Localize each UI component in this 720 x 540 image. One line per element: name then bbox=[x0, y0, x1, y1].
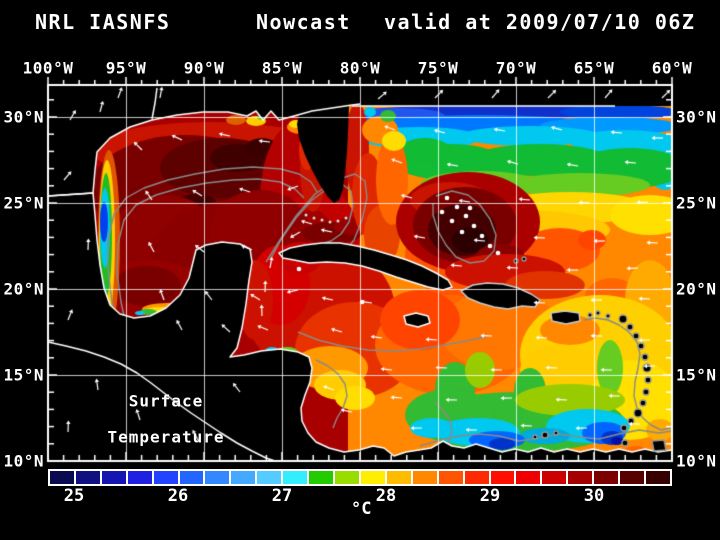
colorbar-cell bbox=[516, 471, 541, 484]
lon-tick-label: 95°W bbox=[105, 58, 147, 78]
colorbar-cell bbox=[335, 471, 359, 484]
colorbar-tick-value: 28 bbox=[375, 486, 397, 506]
lon-tick-label: 60°W bbox=[651, 58, 693, 78]
colorbar-tick-value: 30 bbox=[583, 486, 605, 506]
colorbar-cell bbox=[360, 471, 385, 484]
colorbar-cell bbox=[568, 471, 593, 484]
lat-tick-label: 25°N bbox=[676, 193, 717, 213]
colorbar-cell bbox=[231, 471, 256, 484]
model-name-label: NRL IASNFS bbox=[35, 10, 171, 34]
colorbar-tick-value: 26 bbox=[167, 486, 189, 506]
lat-tick-label: 20°N bbox=[676, 279, 717, 299]
colorbar-tick-value: 27 bbox=[271, 486, 293, 506]
colorbar-unit-label: °C bbox=[351, 499, 372, 519]
colorbar-cell bbox=[542, 471, 567, 484]
colorbar-tick-value: 25 bbox=[63, 486, 85, 506]
colorbar-cell bbox=[620, 471, 645, 484]
lon-tick-label: 70°W bbox=[495, 58, 537, 78]
lat-tick-label: 25°N bbox=[3, 193, 44, 213]
lat-tick-label: 30°N bbox=[676, 107, 717, 127]
lat-tick-label: 30°N bbox=[3, 107, 44, 127]
lon-tick-label: 65°W bbox=[573, 58, 615, 78]
colorbar-cell bbox=[179, 471, 204, 484]
colorbar-cell bbox=[490, 471, 515, 484]
colorbar-cell bbox=[75, 471, 100, 484]
temperature-colorbar bbox=[48, 469, 672, 486]
lat-tick-label: 10°N bbox=[3, 451, 44, 471]
overlay-temperature-label: Temperature bbox=[107, 427, 225, 447]
colorbar-cell bbox=[153, 471, 178, 484]
product-type-label: Nowcast bbox=[256, 10, 351, 34]
colorbar-cell bbox=[594, 471, 619, 484]
lat-tick-label: 15°N bbox=[3, 365, 44, 385]
overlay-surface-label: Surface bbox=[128, 391, 204, 411]
colorbar-cell bbox=[101, 471, 126, 484]
valid-time-label: valid at 2009/07/10 06Z bbox=[384, 10, 696, 34]
colorbar-cell bbox=[646, 471, 670, 484]
colorbar-cell bbox=[309, 471, 334, 484]
lat-tick-label: 15°N bbox=[676, 365, 717, 385]
colorbar-cell bbox=[283, 471, 308, 484]
colorbar-cell bbox=[438, 471, 463, 484]
lat-tick-label: 10°N bbox=[676, 451, 717, 471]
lon-tick-label: 90°W bbox=[183, 58, 225, 78]
colorbar-cell bbox=[127, 471, 152, 484]
lat-tick-label: 20°N bbox=[3, 279, 44, 299]
lon-tick-label: 100°W bbox=[22, 58, 74, 78]
colorbar-cell bbox=[257, 471, 282, 484]
colorbar-cell bbox=[464, 471, 489, 484]
colorbar-cell bbox=[205, 471, 230, 484]
lon-tick-label: 85°W bbox=[261, 58, 303, 78]
colorbar-cell bbox=[412, 471, 437, 484]
lon-tick-label: 75°W bbox=[417, 58, 459, 78]
colorbar-cell bbox=[50, 471, 74, 484]
colorbar-tick-labels: 25 26 27 28 29 30 bbox=[48, 486, 672, 506]
lon-tick-label: 80°W bbox=[339, 58, 381, 78]
colorbar-tick-value: 29 bbox=[479, 486, 501, 506]
colorbar-cell bbox=[386, 471, 411, 484]
